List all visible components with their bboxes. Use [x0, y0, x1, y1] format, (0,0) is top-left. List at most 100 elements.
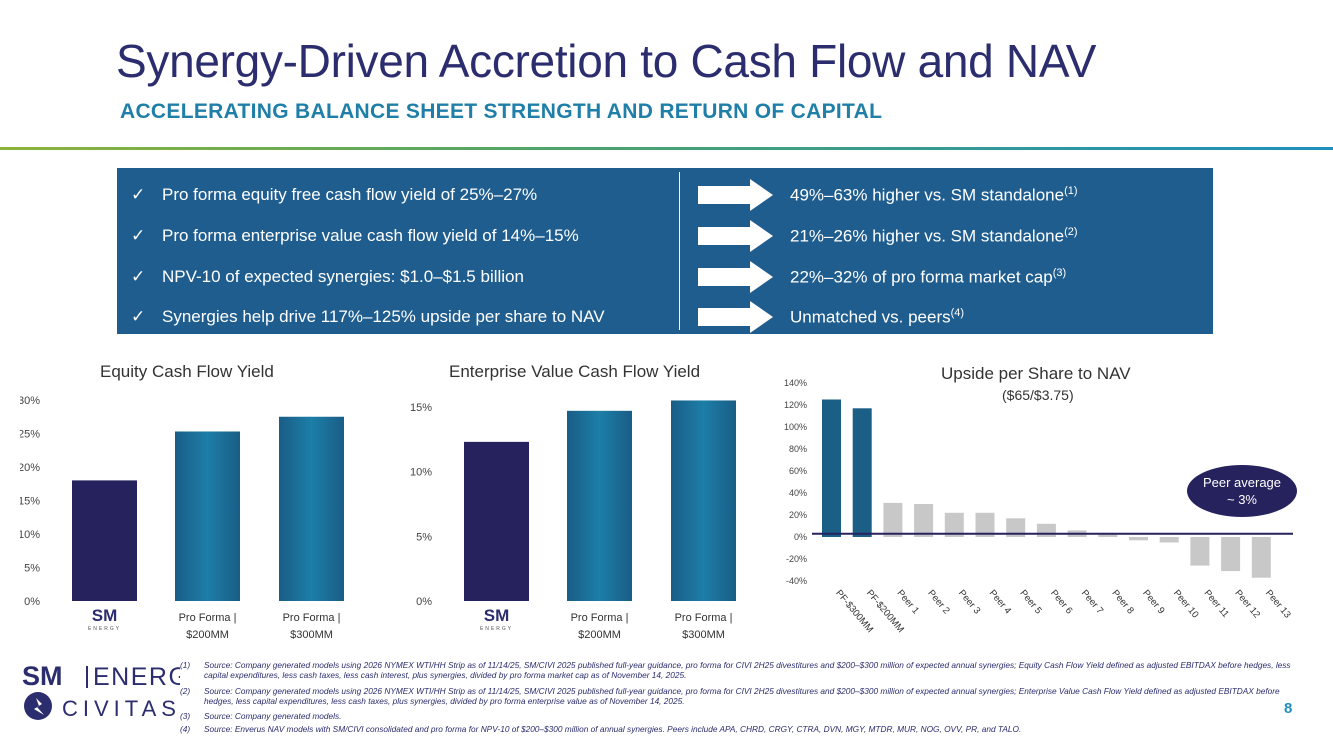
- category-label: $200MM: [186, 629, 229, 641]
- header-divider: [0, 147, 1333, 150]
- footnote-text: Source: Enverus NAV models with SM/CIVI …: [204, 724, 1022, 734]
- y-tick-label: -40%: [786, 576, 807, 586]
- bar: [1221, 537, 1241, 572]
- y-tick-label: 40%: [789, 488, 807, 498]
- category-label: Pro Forma |: [675, 612, 733, 624]
- sm-energy-logo-sub: ENERGY: [88, 626, 121, 632]
- bar: [1190, 537, 1210, 566]
- ev-chart-title: Enterprise Value Cash Flow Yield: [449, 362, 701, 381]
- bar: [671, 400, 736, 601]
- highlight-text: NPV-10 of expected synergies: $1.0–$1.5 …: [162, 267, 524, 286]
- y-tick-label: 10%: [20, 529, 40, 541]
- bar: [852, 408, 872, 537]
- peer-average-badge: [1187, 465, 1297, 517]
- highlight-row: ✓ Pro forma equity free cash flow yield o…: [117, 176, 1213, 216]
- peer-average-value: ~ 3%: [1227, 492, 1257, 507]
- bar: [1129, 537, 1148, 541]
- category-label: Peer 2: [925, 588, 951, 617]
- highlight-result: Unmatched vs. peers(4): [790, 307, 965, 327]
- category-label: Pro Forma |: [179, 612, 237, 624]
- highlights-panel: ✓ Pro forma equity free cash flow yield o…: [117, 168, 1213, 334]
- footnote-text: Source: Company generated models using 2…: [204, 686, 1280, 706]
- footnote-text: Source: Company generated models using 2…: [204, 660, 1291, 680]
- sm-energy-logo-sub: ENERGY: [480, 626, 513, 632]
- page-title: Synergy-Driven Accretion to Cash Flow an…: [116, 35, 1097, 87]
- bar: [1006, 518, 1026, 537]
- arrow-right-icon: [698, 301, 773, 333]
- nav-chart-subtitle: ($65/$3.75): [1002, 387, 1074, 403]
- category-label: Peer 7: [1079, 588, 1105, 617]
- check-icon: ✓: [131, 185, 146, 205]
- brand-logo-civitas: CIVITAS: [62, 696, 180, 721]
- footnote-number: (4): [180, 724, 191, 734]
- footnote-number: (3): [180, 711, 191, 721]
- civitas-mark-icon: [24, 692, 52, 720]
- equity-chart-title: Equity Cash Flow Yield: [100, 362, 274, 381]
- highlight-result: 21%–26% higher vs. SM standalone(2): [790, 226, 1078, 246]
- footnote-number: (2): [180, 686, 191, 696]
- bar: [1036, 523, 1056, 537]
- category-label: Pro Forma |: [283, 612, 341, 624]
- bar: [975, 512, 995, 537]
- category-label: Peer 10: [1171, 588, 1201, 621]
- y-tick-label: 15%: [20, 496, 40, 508]
- category-label: $200MM: [578, 629, 621, 641]
- category-label: Peer 8: [1110, 588, 1136, 617]
- nav-chart-title: Upside per Share to NAV: [941, 364, 1131, 383]
- highlight-text: Synergies help drive 117%–125% upside pe…: [162, 307, 605, 326]
- y-tick-label: 80%: [789, 444, 807, 454]
- footnote-text: Source: Company generated models.: [204, 711, 342, 721]
- page-subtitle: ACCELERATING BALANCE SHEET STRENGTH AND …: [120, 100, 883, 123]
- highlight-footnote-ref: (2): [1064, 226, 1078, 238]
- brand-logo-sm: SM: [22, 661, 63, 691]
- category-label: $300MM: [682, 629, 725, 641]
- y-tick-label: 20%: [789, 510, 807, 520]
- y-tick-label: 60%: [789, 466, 807, 476]
- highlight-text: Pro forma enterprise value cash flow yie…: [162, 226, 579, 245]
- y-tick-label: 30%: [20, 395, 40, 407]
- upside-per-share-chart: -40%-20%0%20%40%60%80%100%120%140%PF-$30…: [784, 378, 1297, 635]
- bar: [1159, 537, 1179, 543]
- category-label: Peer 1: [895, 588, 921, 617]
- sm-energy-logo: SM: [92, 606, 118, 625]
- highlight-result: 49%–63% higher vs. SM standalone(1): [790, 185, 1078, 205]
- y-tick-label: 5%: [24, 563, 40, 575]
- y-tick-label: -20%: [786, 554, 807, 564]
- category-label: Pro Forma |: [571, 612, 629, 624]
- brand-logo: SM ENERGY CIVITAS: [22, 661, 180, 721]
- category-label: Peer 6: [1048, 588, 1074, 617]
- bar: [175, 431, 240, 601]
- arrow-right-icon: [698, 220, 773, 252]
- y-tick-label: 10%: [410, 467, 432, 479]
- y-tick-label: 140%: [784, 378, 807, 388]
- bar: [822, 399, 841, 537]
- highlight-row: ✓ NPV-10 of expected synergies: $1.0–$1.5…: [117, 258, 1213, 298]
- category-label: $300MM: [290, 629, 333, 641]
- y-tick-label: 120%: [784, 400, 807, 410]
- category-label: Peer 5: [1017, 588, 1043, 617]
- bar: [1251, 537, 1271, 578]
- check-icon: ✓: [131, 307, 146, 327]
- category-label: Peer 4: [987, 588, 1013, 617]
- bar: [567, 410, 632, 601]
- y-tick-label: 0%: [24, 596, 40, 608]
- highlight-row: ✓ Pro forma enterprise value cash flow yi…: [117, 217, 1213, 257]
- bar: [72, 480, 137, 601]
- bar: [944, 512, 964, 537]
- arrow-right-icon: [698, 179, 773, 211]
- y-tick-label: 15%: [410, 402, 432, 414]
- category-label: Peer 11: [1202, 588, 1231, 620]
- bar: [464, 441, 529, 601]
- sm-energy-logo: SM: [484, 606, 510, 625]
- highlight-result: 22%–32% of pro forma market cap(3): [790, 267, 1067, 287]
- highlight-text: Pro forma equity free cash flow yield of…: [162, 185, 538, 204]
- y-tick-label: 100%: [784, 422, 807, 432]
- check-icon: ✓: [131, 267, 146, 287]
- bar: [883, 502, 903, 537]
- y-tick-label: 5%: [416, 531, 432, 543]
- y-tick-label: 0%: [416, 596, 432, 608]
- category-label: Peer 13: [1263, 588, 1293, 621]
- highlight-row: ✓ Synergies help drive 117%–125% upside p…: [117, 298, 1213, 338]
